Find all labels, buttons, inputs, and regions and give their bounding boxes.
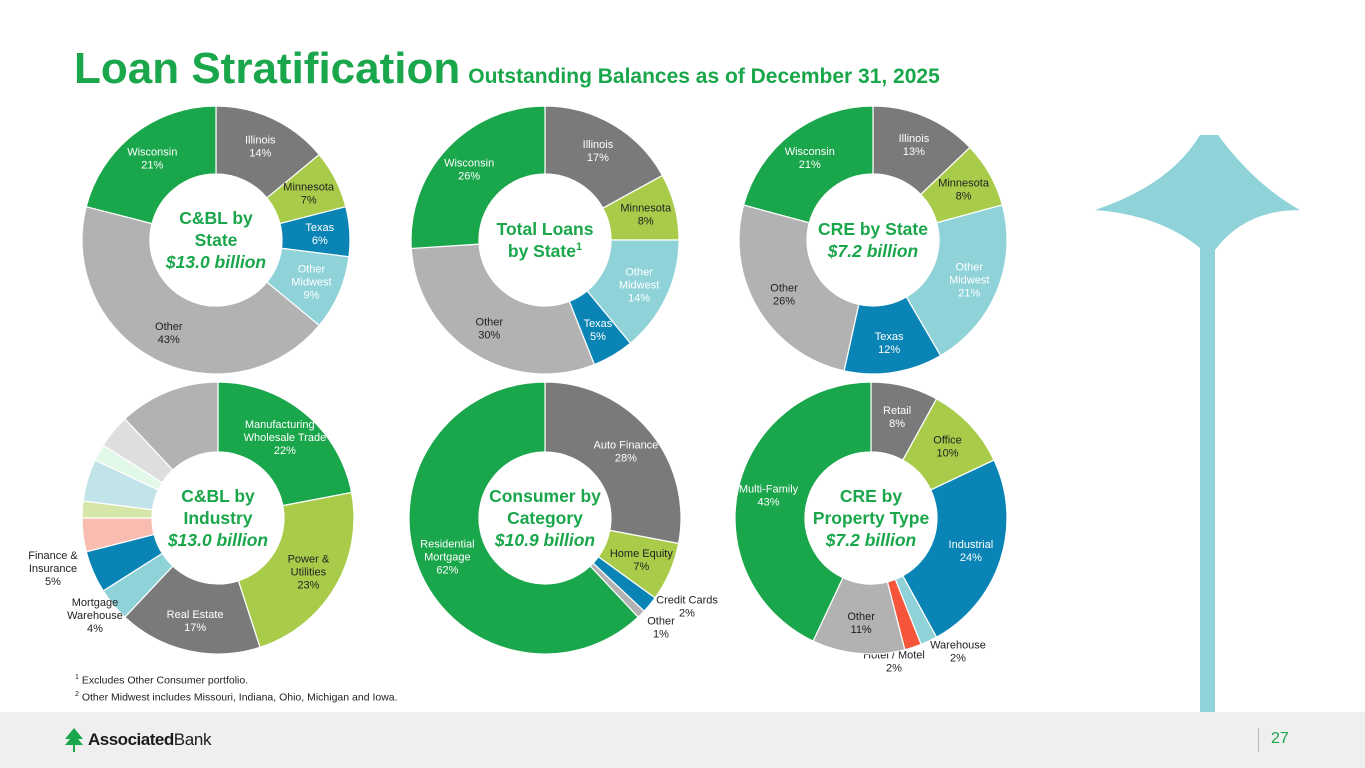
slice-label: Real Estate 17% [167, 609, 224, 634]
center-label: CRE by Property Type $7.2 billion [813, 486, 930, 550]
bank-logo: Associated Bank [64, 727, 212, 753]
slice-label: Other 30% [476, 316, 504, 341]
slice-label: Multi-Family 43% [739, 484, 799, 509]
center-label: Total Loans by State1 [497, 219, 594, 261]
slice-label: Texas 6% [305, 222, 334, 247]
footer-bar [0, 712, 1365, 768]
slice-label: Other 43% [155, 321, 183, 346]
slice-label: Warehouse 2% [930, 640, 986, 665]
slice-label: Other Midwest 14% [619, 266, 659, 304]
center-label: Consumer by Category $10.9 billion [489, 486, 601, 550]
page-separator [1258, 728, 1259, 752]
donut-chart-1: Illinois 14% Minnesota 7% Texas 6% Other Midwes… [81, 105, 351, 375]
slice-label: Power & Utilities 23% [288, 553, 330, 591]
slice-residential-mortgage [408, 381, 639, 655]
slide-title: Loan Stratification Outstanding Balances … [74, 44, 940, 94]
slice-label: Office 10% [933, 435, 962, 460]
slice-multi-family [734, 381, 872, 642]
slice-unlabeled [124, 381, 219, 471]
footnote-1: 1 Excludes Other Consumer portfolio. [75, 674, 249, 687]
slice-wisconsin [85, 105, 217, 225]
center-label: C&BL by Industry $13.0 billion [167, 486, 268, 550]
slice-label: Auto Finance 28% [593, 440, 658, 465]
slice-other [738, 204, 860, 372]
slice-other-midwest [905, 204, 1008, 357]
donut-chart-5: Auto Finance 28% Home Equity 7% Credit Cards… [408, 381, 718, 655]
slice-wisconsin [410, 105, 546, 250]
logo-icon [65, 728, 83, 752]
slice-other [410, 243, 596, 375]
slice-label: Wisconsin 21% [785, 146, 835, 171]
slice-label: Home Equity 7% [610, 548, 673, 573]
slice-label: Wisconsin 26% [444, 157, 494, 182]
slice-label: Credit Cards 2% [656, 595, 718, 620]
title-main: Loan Stratification [74, 44, 461, 93]
slice-manufacturing-wholesale-trade [217, 381, 353, 507]
slice-label: Finance & Insurance 5% [28, 550, 78, 588]
title-subtitle: Outstanding Balances as of December 31, … [468, 65, 940, 88]
slice-other [81, 205, 321, 375]
slice-label: Mortgage Warehouse 4% [67, 597, 123, 635]
slice-label: Other 1% [647, 616, 675, 641]
donut-chart-4: Manufacturing & Wholesale Trade 22% Power &… [28, 381, 355, 655]
slice-label: Industrial 24% [949, 539, 994, 564]
center-label: C&BL by State $13.0 billion [165, 208, 266, 272]
slice-label: Texas 12% [875, 331, 904, 356]
slice-wisconsin [742, 105, 874, 224]
slice-label: Minnesota 8% [620, 203, 672, 228]
donut-chart-6: Retail 8% Office 10% Industrial 24% Warehouse 2… [734, 381, 1008, 675]
slice-label: Texas 5% [584, 318, 613, 343]
slice-label: Illinois 13% [899, 133, 930, 158]
footnotes: 1 Excludes Other Consumer portfolio. 2 O… [75, 671, 398, 704]
slice-label: Wisconsin 21% [127, 146, 177, 171]
slice-label: Other 26% [770, 282, 798, 307]
slice-label: Other Midwest 21% [949, 261, 989, 299]
slice-label: Residential Mortgage 62% [420, 539, 474, 577]
donut-chart-3: Illinois 13% Minnesota 8% Other Midwest 21% Tex… [738, 105, 1008, 375]
slice-label: Retail 8% [883, 405, 911, 430]
slice-label: Minnesota 8% [938, 177, 990, 202]
page-number: 27 [1271, 730, 1289, 747]
slice-label: Illinois 14% [245, 134, 276, 159]
slice-label: Other 11% [847, 611, 875, 636]
slice-label: Illinois 17% [583, 139, 614, 164]
slice-auto-finance [544, 381, 682, 545]
slice-power-utilities [237, 491, 355, 649]
slice-label: Other Midwest 9% [291, 263, 331, 301]
slice-label: Minnesota 7% [283, 181, 335, 206]
slice-label: Manufacturing & Wholesale Trade 22% [244, 419, 327, 457]
footnote-2: 2 Other Midwest includes Missouri, India… [75, 690, 398, 704]
slice-industrial [901, 459, 1008, 638]
center-label: CRE by State $7.2 billion [818, 219, 928, 261]
donut-chart-2: Illinois 17% Minnesota 8% Other Midwest 14%Tex… [410, 105, 680, 375]
